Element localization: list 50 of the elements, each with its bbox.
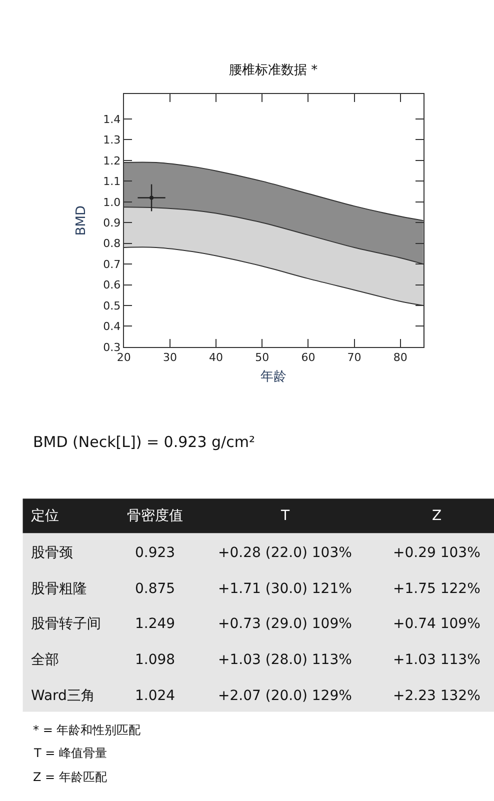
text: 1.098 <box>135 652 176 668</box>
y-tick-label: 1.3 <box>103 134 121 147</box>
text: 全部 <box>31 652 59 668</box>
text: +0.73 (29.0) 109% <box>218 616 352 632</box>
y-tick-label: 0.9 <box>103 216 121 230</box>
y-tick-label: 0.3 <box>103 340 121 354</box>
text: +0.74 109% <box>393 616 480 632</box>
y-tick-label: 0.4 <box>103 320 121 334</box>
text: Z <box>432 508 442 524</box>
x-axis-title: 年龄 <box>260 370 287 385</box>
x-tick-label: 20 <box>116 351 131 364</box>
text: +2.23 132% <box>393 688 480 704</box>
x-tick-label: 30 <box>162 351 177 364</box>
y-tick-label: 1.1 <box>103 175 121 188</box>
y-tick-label: 1.0 <box>103 196 121 209</box>
y-tick-label: 0.8 <box>103 237 121 250</box>
x-tick-label: 60 <box>301 351 316 364</box>
text: +0.29 103% <box>393 545 480 561</box>
text: Ward三角 <box>31 688 95 704</box>
text: Z = 年龄匹配 <box>33 770 107 784</box>
x-tick-label: 70 <box>347 351 362 364</box>
x-tick-label: 40 <box>209 351 224 364</box>
text: +0.28 (22.0) 103% <box>218 545 352 561</box>
text: +1.03 (28.0) 113% <box>218 652 352 668</box>
y-tick-label: 0.5 <box>103 299 121 312</box>
text: 骨密度值 <box>127 508 183 524</box>
y-axis-title: BMD <box>74 205 90 236</box>
text: 0.875 <box>135 581 176 597</box>
chart-title: 腰椎标准数据 * <box>229 63 318 78</box>
text: +1.03 113% <box>393 652 480 668</box>
text: 股骨转子间 <box>31 616 101 632</box>
y-tick-label: 0.6 <box>103 278 121 292</box>
x-tick-label: 80 <box>393 351 408 364</box>
y-tick-label: 0.7 <box>103 258 121 271</box>
text: 股骨颈 <box>31 545 73 561</box>
x-tick-label: 50 <box>255 351 270 364</box>
text: 1.249 <box>135 616 176 632</box>
text: * = 年龄和性别匹配 <box>33 723 141 737</box>
text: T = 峰值骨量 <box>33 746 108 760</box>
text: T <box>280 508 290 524</box>
text: 1.024 <box>135 688 176 704</box>
y-tick-label: 1.2 <box>103 154 121 168</box>
y-tick-label: 1.4 <box>103 112 121 126</box>
text: BMD (Neck[L]) = 0.923 g/cm² <box>33 433 255 451</box>
text: 0.923 <box>135 545 176 561</box>
text: +2.07 (20.0) 129% <box>218 688 352 704</box>
text: 股骨粗隆 <box>31 581 87 597</box>
text: +1.71 (30.0) 121% <box>218 581 352 597</box>
text: +1.75 122% <box>393 581 480 597</box>
text: 定位 <box>31 508 59 524</box>
